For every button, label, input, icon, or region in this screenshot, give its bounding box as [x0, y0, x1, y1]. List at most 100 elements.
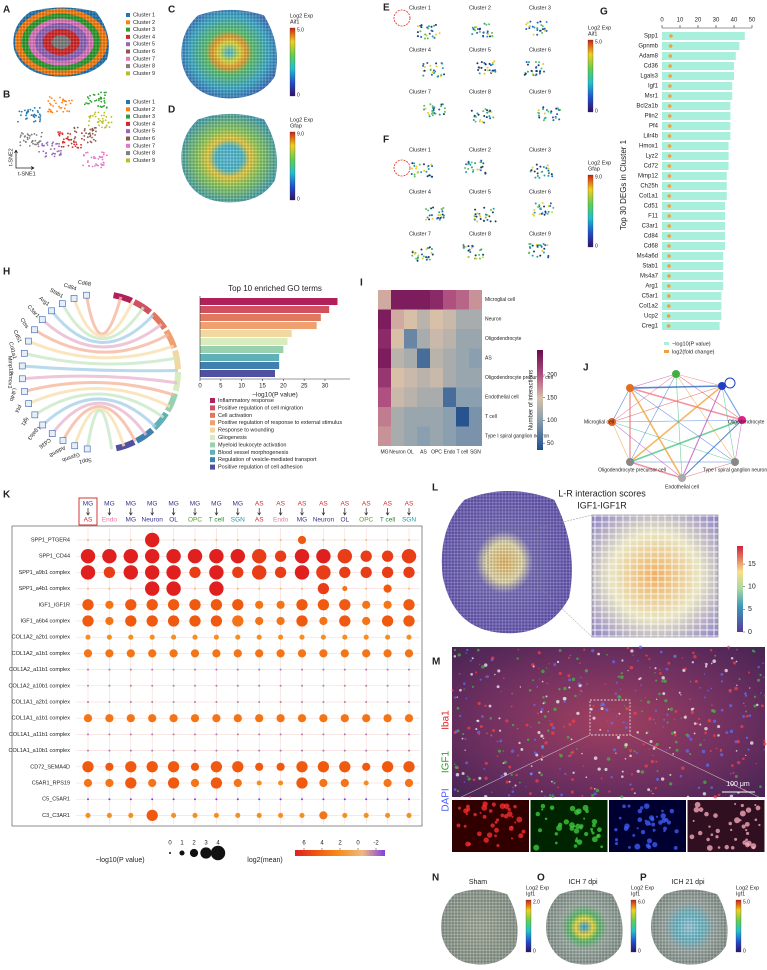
- legend-label: Cluster 5: [133, 129, 155, 135]
- dot: [255, 762, 264, 771]
- tsne-point: [93, 113, 96, 116]
- legend-swatch: [126, 64, 130, 69]
- inset-cell: [499, 803, 506, 809]
- heat-cell: [378, 368, 391, 388]
- cell: [642, 743, 645, 746]
- cell: [616, 735, 621, 740]
- spot: [533, 211, 536, 214]
- tsne-point: [38, 150, 40, 153]
- inset-cell: [494, 827, 499, 833]
- dot: [129, 798, 132, 801]
- heat-cell: [378, 348, 391, 368]
- legend-label: log2(fold change): [672, 349, 715, 355]
- cell: [562, 696, 567, 701]
- category-label: Mmp12: [638, 174, 659, 180]
- row-label: Endothelial cell: [485, 395, 519, 401]
- spot: [467, 256, 470, 259]
- tsne-point: [40, 135, 43, 138]
- gene-label: C3ar1: [26, 304, 41, 319]
- chord-ribbon: [50, 309, 155, 344]
- tsne-point: [90, 141, 93, 144]
- cell: [697, 717, 700, 721]
- tsne-point: [92, 93, 95, 96]
- heat-cell: [443, 426, 456, 446]
- spot: [534, 61, 537, 64]
- chord-ribbon: [51, 401, 148, 436]
- cell: [553, 781, 556, 785]
- spot: [547, 167, 550, 170]
- chord-ribbon: [85, 409, 114, 450]
- spot: [474, 29, 477, 32]
- inset-cell: [755, 805, 761, 811]
- inset-cell: [640, 806, 644, 810]
- cell: [593, 787, 596, 790]
- dot: [343, 733, 346, 736]
- network-edge: [681, 385, 723, 479]
- panel-letter: E: [383, 3, 390, 14]
- inset-cell: [648, 815, 655, 821]
- tsne-point: [75, 143, 78, 146]
- colorbar: [587, 39, 594, 113]
- spot: [534, 202, 537, 205]
- spot: [540, 24, 543, 27]
- dot: [252, 565, 267, 580]
- cell: [654, 722, 657, 724]
- spot: [548, 171, 551, 174]
- tissue-lr-spots: [441, 490, 572, 634]
- dot: [408, 684, 410, 687]
- x-tick-label: 0: [660, 18, 664, 24]
- panel-letter: C: [168, 5, 175, 16]
- col-label: T cell: [457, 449, 469, 455]
- legend-label: Blood vessel morphogenesis: [218, 450, 289, 456]
- x-tick-label: 10: [238, 384, 245, 390]
- dot: [194, 539, 196, 541]
- cell: [680, 694, 682, 696]
- cell: [751, 649, 755, 653]
- category-label: Lgals3: [640, 74, 658, 80]
- bar: [662, 122, 731, 130]
- spot: [544, 244, 547, 247]
- dot: [166, 581, 181, 596]
- cell: [736, 684, 738, 687]
- gene-label: Stab1: [49, 287, 64, 299]
- inset-cell: [669, 808, 675, 814]
- col-label: Neuron: [389, 449, 406, 455]
- spot: [415, 165, 418, 168]
- network-edge: [611, 421, 736, 463]
- tsne-point: [97, 93, 100, 96]
- cell: [532, 665, 535, 668]
- cell: [604, 767, 608, 772]
- inset-cell: [627, 804, 631, 808]
- tsne-point: [73, 137, 76, 140]
- legend-dot: [189, 848, 199, 858]
- inset-cell: [637, 808, 643, 814]
- tsne-point: [97, 164, 99, 167]
- cell: [500, 774, 504, 778]
- inset-cell: [535, 811, 541, 817]
- spot: [543, 27, 546, 30]
- tsne-point: [101, 126, 103, 129]
- category-label: Col1a1: [639, 194, 659, 200]
- inset-cell: [503, 803, 510, 810]
- cell: [729, 704, 733, 708]
- dot: [145, 581, 160, 596]
- spot: [525, 60, 528, 63]
- cell: [497, 669, 501, 673]
- label: 0: [743, 948, 746, 954]
- legend-swatch: [126, 114, 130, 119]
- dot: [386, 668, 389, 671]
- label: 0: [533, 948, 536, 954]
- spot: [417, 254, 420, 257]
- inset-cell: [590, 830, 593, 833]
- cell: [559, 754, 563, 758]
- spot: [544, 210, 547, 213]
- cell: [557, 786, 560, 789]
- tsne-point: [35, 114, 38, 117]
- tsne-point: [100, 91, 102, 94]
- heat-cell: [456, 348, 469, 368]
- dot: [108, 798, 111, 801]
- category-label: Lyz2: [646, 154, 659, 160]
- bar: [662, 182, 727, 190]
- spot: [547, 210, 550, 213]
- inset-cell: [510, 825, 513, 829]
